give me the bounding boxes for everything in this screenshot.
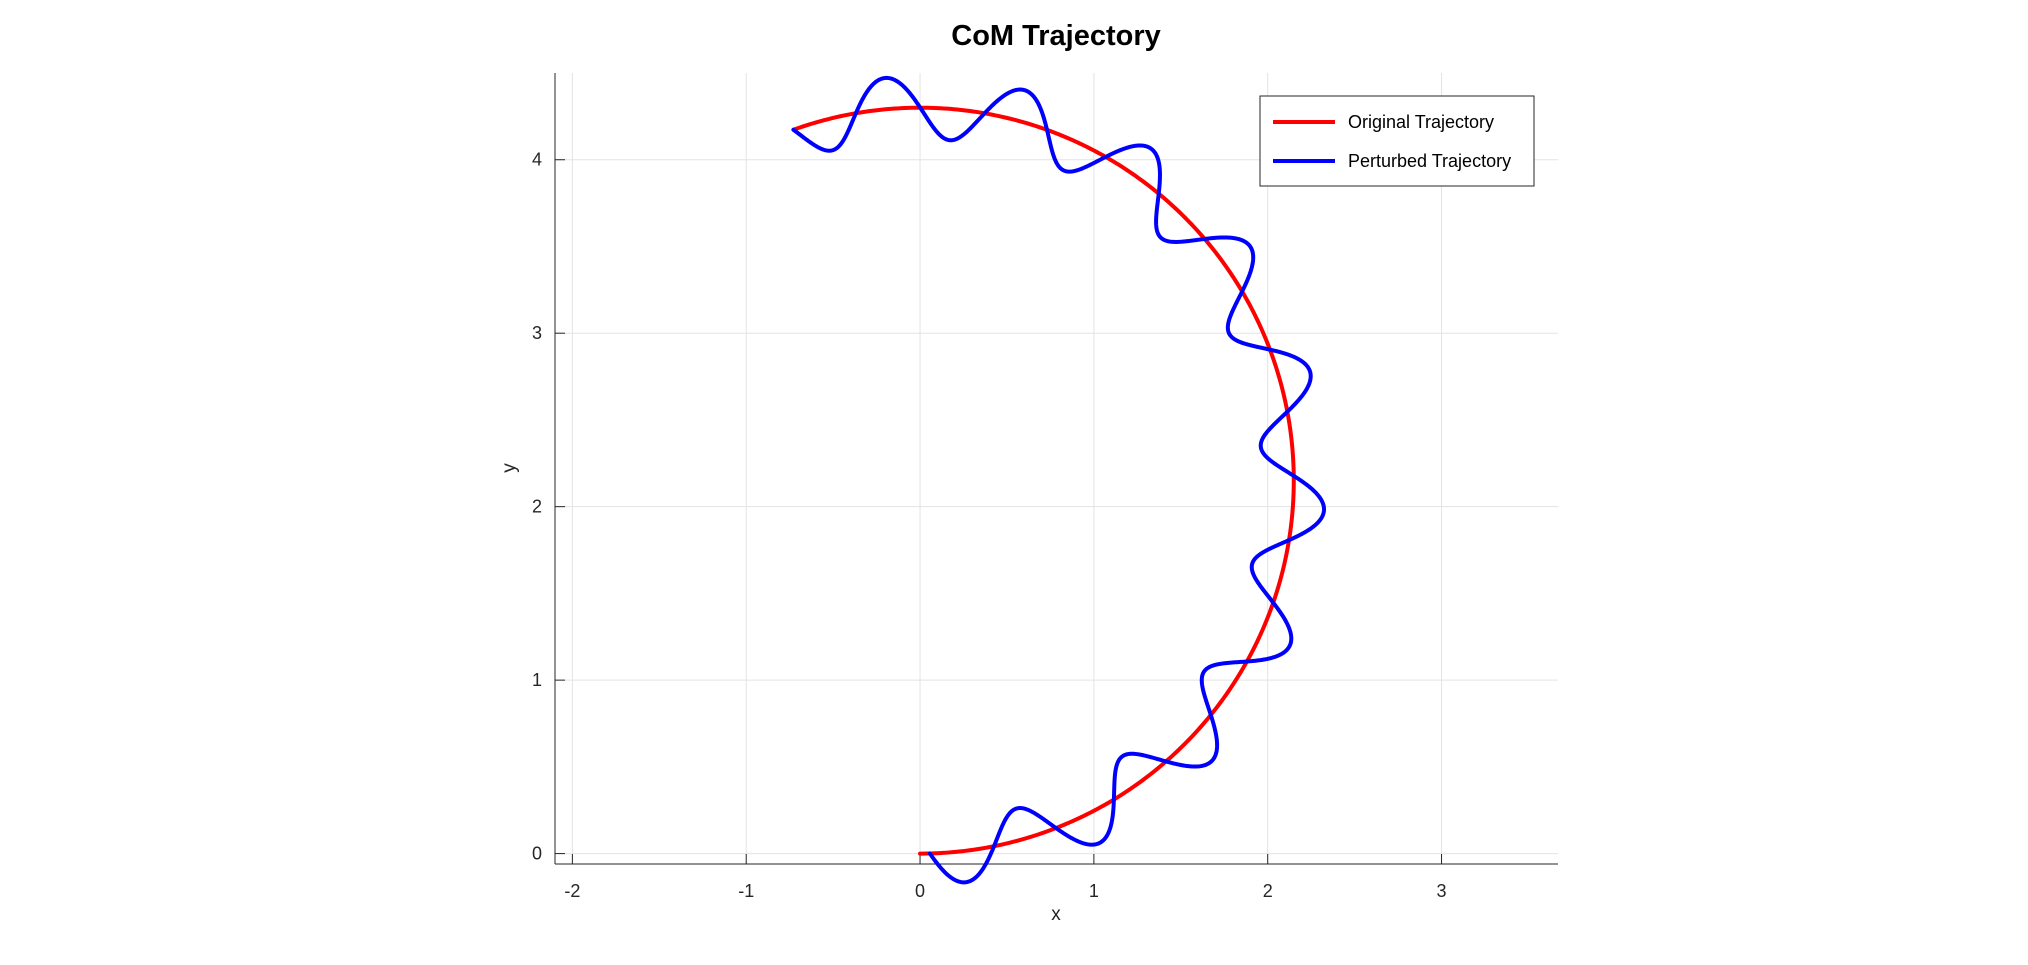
y-tick-label: 0 [532,844,542,864]
x-tick-label: 0 [915,881,925,901]
axes [554,73,1558,865]
y-tick-label: 1 [532,670,542,690]
legend: Original Trajectory Perturbed Trajectory [1259,95,1535,187]
x-tick-label: 1 [1089,881,1099,901]
legend-label-perturbed: Perturbed Trajectory [1348,151,1511,171]
x-tick-label: -2 [564,881,580,901]
legend-box [1259,95,1535,187]
y-tick-label: 2 [532,497,542,517]
series-line-perturbed [791,75,1327,885]
series [791,75,1327,885]
y-tick-label: 4 [532,150,542,170]
ticks: -2 -1 0 1 2 3 0 1 2 3 4 [532,150,1447,901]
legend-label-original: Original Trajectory [1348,112,1494,132]
series-line-original [791,105,1296,856]
x-tick-label: 3 [1437,881,1447,901]
x-axis-label: x [1051,904,1061,925]
y-tick-label: 3 [532,323,542,343]
grid [555,73,1558,864]
x-tick-label: 2 [1263,881,1273,901]
chart-title: CoM Trajectory [951,20,1161,52]
y-axis-label: y [499,463,520,473]
x-tick-label: -1 [738,881,754,901]
